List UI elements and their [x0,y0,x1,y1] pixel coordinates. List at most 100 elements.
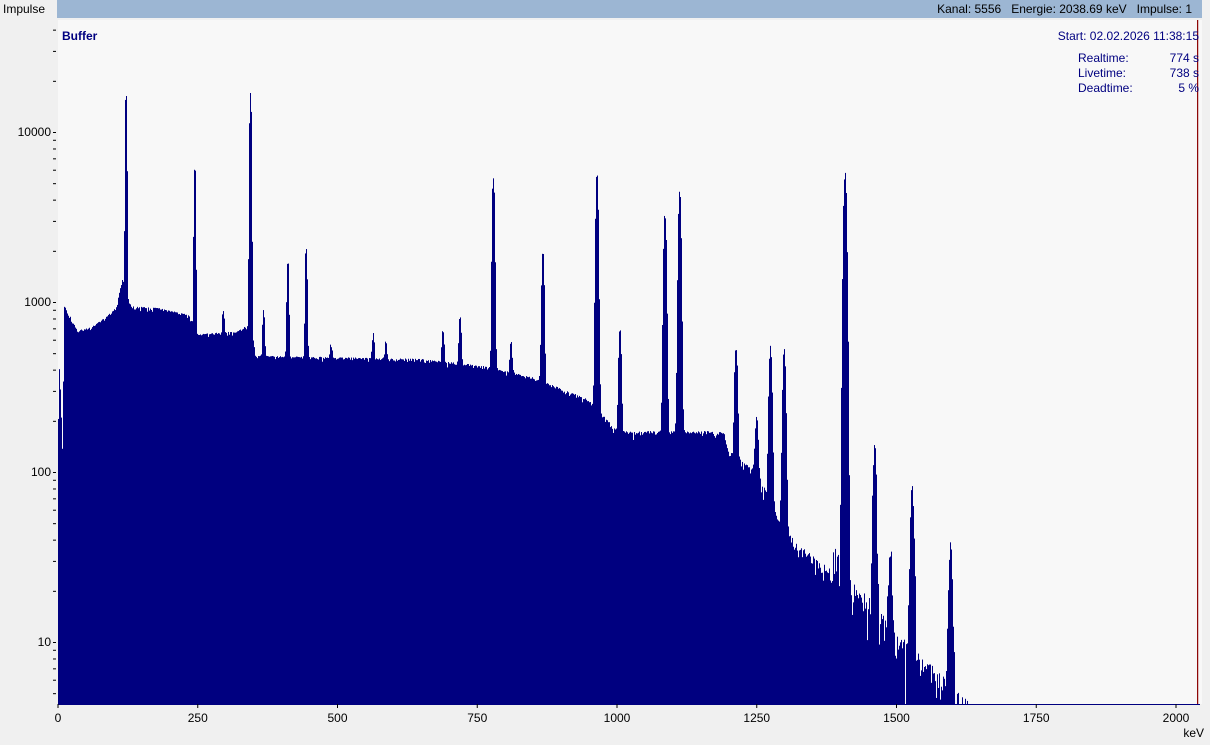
spectrum-bar [82,330,83,704]
spectrum-bar [918,653,919,704]
spectrum-bar [609,422,610,704]
spectrum-bar [848,341,849,704]
spectrum-bar [297,356,298,704]
spectrum-bar [596,176,597,704]
spectrum-bar [206,333,207,704]
spectrum-bar [348,357,349,704]
spectrum-bar [505,371,506,704]
spectrum-bar [454,364,455,704]
spectrum-bar [685,432,686,704]
spectrum-bar [754,448,755,704]
spectrum-bar [726,444,727,704]
y-tick-label: 10000 [18,125,52,139]
spectrum-bar [587,401,588,704]
spectrum-bar [612,428,613,704]
spectrum-bar [222,314,223,704]
spectrum-bar [581,397,582,704]
spectrum-bar [183,313,184,704]
spectrum-bar [104,320,105,704]
spectrum-bar [412,358,413,704]
y-axis-title: Impulse [3,2,46,16]
spectrum-bar [906,644,907,704]
spectrum-bar [269,356,270,704]
spectrum-bar [460,317,461,704]
spectrum-bar [105,318,106,704]
spectrum-bar [508,372,509,704]
spectrum-bar [649,433,650,704]
spectrum-bar [876,474,877,704]
spectrum-bar [921,670,922,704]
spectrum-bar [537,380,538,704]
spectrum-bar [298,356,299,704]
spectrum-bar [137,306,138,704]
spectrum-bar [725,440,726,704]
spectrum-bar [205,334,206,704]
spectrum-bar [394,360,395,704]
spectrum-bar [427,361,428,704]
spectrum-bar [291,358,292,704]
spectrum-bar [717,433,718,704]
spectrum-bar [761,492,762,704]
spectrum-bar [840,504,841,704]
spectrum-bar [363,358,364,704]
spectrum-bar [889,557,890,704]
spectrum-bar [915,576,916,704]
spectrum-bar [204,334,205,704]
spectrum-bar [691,433,692,704]
spectrum-bar [536,380,537,704]
spectrum-bar [566,393,567,704]
spectrum-bar [774,501,775,704]
spectrum-bar [331,347,332,704]
spectrum-bar [935,681,936,704]
spectrum-bar [670,434,671,704]
spectrum-bar [894,632,895,704]
spectrum-bar [433,361,434,704]
spectrum-bar [123,281,124,704]
spectrum-bar [714,436,715,704]
spectrum-bar [212,333,213,704]
spectrum-bar [600,384,601,704]
spectrum-bar [458,343,459,704]
spectrum-bar [914,538,915,704]
spectrum-bar [452,363,453,704]
spectrum-bar [655,434,656,704]
spectrum-bar [390,359,391,704]
spectrum-bar [737,365,738,704]
spectrum-bar [883,615,884,704]
spectrum-bar [820,567,821,704]
y-tick-label: 10 [38,635,52,649]
spectrum-bar [901,639,902,704]
spectrum-bar [724,434,725,704]
spectrum-bar [306,249,307,704]
spectrum-bar [545,353,546,704]
spectrum-bar [267,356,268,704]
spectrum-bar [745,465,746,704]
spectrum-bar [63,381,64,704]
spectrum-bar [518,374,519,704]
spectrum-bar [701,431,702,704]
x-tick-label: 1250 [743,711,770,725]
spectrum-bar [211,333,212,704]
spectrum-bar [565,394,566,704]
spectrum-bar [191,320,192,704]
spectrum-bar [327,357,328,704]
spectrum-bar [481,366,482,704]
spectrum-bar [126,96,127,705]
spectrum-bar [436,361,437,704]
spectrum-bar [842,279,843,704]
spectrum-bar [907,643,908,704]
spectrum-bar [420,361,421,704]
spectrum-bar [591,405,592,704]
spectrum-bar [185,314,186,704]
spectrum-bar [709,432,710,704]
spectrum-bar [255,355,256,704]
spectrum-bar [583,399,584,704]
spectrum-bar [710,432,711,704]
spectrum-bar [100,322,101,704]
spectrum-bar [295,357,296,704]
spectrum-bar [582,402,583,704]
spectrum-bar [953,626,954,704]
spectrum-bar [844,179,845,705]
spectrum-bar [499,369,500,704]
